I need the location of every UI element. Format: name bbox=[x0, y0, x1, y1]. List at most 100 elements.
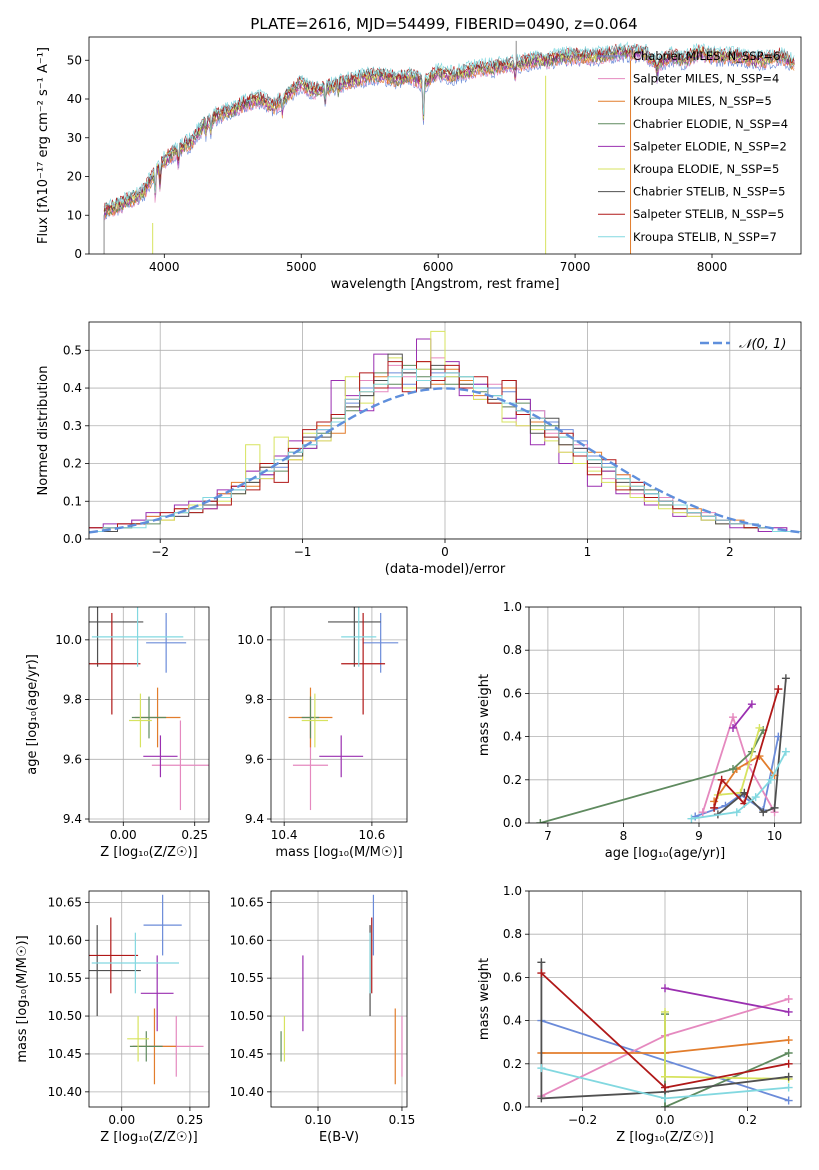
y-tick-label: 9.6 bbox=[245, 752, 264, 766]
y-tick-label: 0.4 bbox=[503, 1014, 522, 1028]
weights-marker-kroupa_elodie bbox=[661, 1072, 669, 1081]
legend-label: 𝒩(0, 1) bbox=[739, 337, 786, 352]
y-axis-label: Normed distribution bbox=[36, 366, 51, 496]
weights-marker-kroupa_stelib bbox=[751, 793, 760, 802]
weights-marker-kroupa_stelib bbox=[784, 1083, 793, 1092]
legend-label: Chabrier MILES, N_SSP=6 bbox=[633, 49, 780, 63]
y-tick-label: 10.55 bbox=[48, 971, 82, 985]
plot-area bbox=[103, 40, 795, 254]
errorbar-salpeter_stelib bbox=[89, 917, 139, 994]
y-axis-label: age [log₁₀(age/yr)] bbox=[25, 654, 40, 775]
y-tick-label: 0 bbox=[74, 247, 82, 261]
y-axis-label: mass [log₁₀(M/M☉)] bbox=[15, 935, 30, 1062]
y-tick-label: 0.2 bbox=[63, 457, 82, 471]
weights-marker-kroupa_stelib bbox=[766, 775, 775, 784]
weights-marker-chabrier_stelib bbox=[770, 803, 779, 812]
x-tick-label: 0.25 bbox=[177, 1113, 204, 1127]
weights-marker-salpeter_miles bbox=[729, 713, 737, 722]
y-tick-label: 1.0 bbox=[503, 600, 522, 614]
weights-line-kroupa_elodie bbox=[664, 1012, 789, 1080]
weights-marker-kroupa_stelib bbox=[537, 1064, 546, 1073]
panel-4: 7 8 9 10 0.0 0.2 0.4 0.6 0.8 1.0 age [log₁₀(age/yr… bbox=[477, 600, 802, 861]
y-tick-label: 0.2 bbox=[503, 773, 522, 787]
x-tick-label: 0.00 bbox=[108, 1113, 135, 1127]
weights-marker-salpeter_miles bbox=[784, 995, 793, 1003]
axes-frame bbox=[270, 606, 408, 823]
x-axis-label: wavelength [Angstrom, rest frame] bbox=[331, 277, 560, 292]
x-tick-label: 5000 bbox=[286, 260, 317, 274]
weights-line-chabrier_stelib bbox=[540, 962, 789, 1100]
y-axis-label: mass weight bbox=[477, 674, 492, 756]
spectrum-series-kroupa_stelib bbox=[103, 41, 795, 208]
y-tick-label: 0.0 bbox=[503, 816, 522, 830]
x-axis-label: Z [log₁₀(Z/Z☉)] bbox=[616, 1130, 713, 1145]
weights-marker-salpeter_stelib bbox=[717, 775, 726, 784]
plot-area bbox=[529, 891, 801, 1107]
y-tick-label: 50 bbox=[67, 53, 82, 67]
errorbar-chabrier_stelib bbox=[89, 925, 141, 1017]
weights-marker-chabrier_stelib bbox=[781, 674, 790, 683]
y-tick-label: 1.0 bbox=[503, 884, 522, 898]
y-tick-label: 10.65 bbox=[48, 895, 82, 909]
legend-label: Salpeter STELIB, N_SSP=5 bbox=[633, 207, 784, 221]
weights-line-kroupa_elodie bbox=[717, 727, 761, 796]
errorbar-kroupa_stelib bbox=[91, 607, 184, 667]
x-tick-label: 0.15 bbox=[389, 1113, 416, 1127]
errorbar-kroupa_elodie bbox=[129, 693, 152, 748]
legend-label: Salpeter MILES, N_SSP=4 bbox=[633, 72, 779, 86]
panel-3: 10.4 10.6 9.4 9.6 9.8 10.0 mass [log₁₀(M/M☉)] bbox=[237, 606, 408, 860]
y-tick-label: 0.1 bbox=[63, 494, 82, 508]
weights-series-kroupa_stelib bbox=[537, 1064, 793, 1103]
weights-marker-salpeter_elodie bbox=[729, 723, 737, 732]
legend-label: Chabrier ELODIE, N_SSP=4 bbox=[633, 117, 788, 131]
plot-area bbox=[89, 607, 209, 822]
legend-label: Kroupa STELIB, N_SSP=7 bbox=[633, 230, 777, 244]
y-tick-label: 10.50 bbox=[230, 1009, 264, 1023]
weights-line-salpeter_stelib bbox=[713, 688, 780, 809]
y-tick-label: 10.60 bbox=[230, 933, 264, 947]
y-tick-label: 0.5 bbox=[63, 343, 82, 357]
weights-series-salpeter_elodie bbox=[729, 700, 756, 732]
x-tick-label: 7000 bbox=[560, 260, 591, 274]
errorbar-kroupa_elodie bbox=[301, 693, 329, 748]
weights-marker-salpeter_stelib bbox=[537, 969, 546, 978]
legend-label: Chabrier STELIB, N_SSP=5 bbox=[633, 185, 785, 199]
weights-marker-kroupa_stelib bbox=[781, 747, 790, 756]
panel-7: −0.2 0.0 0.2 0.0 0.2 0.4 0.6 0.8 1.0 Z [log₁₀(Z/Z… bbox=[477, 884, 802, 1145]
errorbar-chabrier_miles bbox=[143, 894, 182, 956]
x-tick-label: 10.6 bbox=[359, 828, 386, 842]
x-tick-label: 0.0 bbox=[655, 1113, 674, 1127]
y-tick-label: 10.40 bbox=[230, 1085, 264, 1099]
panel-2: 0.00 0.25 9.4 9.6 9.8 10.0 Z [log₁₀(Z/Z☉)] age … bbox=[25, 606, 210, 860]
errorbar-kroupa_stelib bbox=[341, 607, 377, 667]
weights-marker-salpeter_stelib bbox=[661, 1083, 669, 1092]
y-tick-label: 10.45 bbox=[230, 1047, 264, 1061]
y-axis-label: Flux [fλ10⁻¹⁷ erg cm⁻² s⁻¹ A⁻¹] bbox=[36, 47, 51, 244]
weights-marker-chabrier_stelib bbox=[759, 808, 768, 817]
errorbar-chabrier_miles bbox=[363, 612, 399, 673]
plot-area bbox=[89, 322, 801, 539]
errorbar-chabrier_stelib bbox=[328, 607, 381, 667]
y-tick-label: 9.4 bbox=[245, 812, 264, 826]
legend-label: Kroupa ELODIE, N_SSP=5 bbox=[633, 162, 779, 176]
errorbar-salpeter_elodie bbox=[319, 735, 364, 778]
errorbar-chabrier_elodie bbox=[131, 696, 167, 739]
errorbar-chabrier_stelib bbox=[89, 607, 144, 667]
errorbar-salpeter_elodie bbox=[140, 955, 174, 1032]
weights-marker-salpeter_stelib bbox=[774, 685, 783, 694]
weights-marker-kroupa_stelib bbox=[732, 808, 741, 817]
y-tick-label: 10.40 bbox=[48, 1085, 82, 1099]
weights-line-chabrier_elodie bbox=[540, 729, 764, 823]
histogram-series-kroupa_elodie bbox=[89, 330, 801, 532]
y-tick-label: 9.8 bbox=[63, 693, 82, 707]
weights-marker-chabrier_elodie bbox=[784, 1049, 793, 1057]
weights-marker-chabrier_elodie bbox=[536, 819, 545, 823]
panel-0: 4000 5000 6000 7000 8000 0 10 20 30 40 50 wavelengt… bbox=[36, 15, 802, 292]
weights-marker-chabrier_miles bbox=[784, 1096, 793, 1105]
x-tick-label: 6000 bbox=[423, 260, 454, 274]
errorbar-chabrier_miles bbox=[146, 612, 187, 673]
weights-marker-kroupa_elodie bbox=[661, 1007, 669, 1016]
y-tick-label: 0.8 bbox=[503, 643, 522, 657]
y-tick-label: 10.50 bbox=[48, 1009, 82, 1023]
x-tick-label: 2 bbox=[726, 545, 734, 559]
